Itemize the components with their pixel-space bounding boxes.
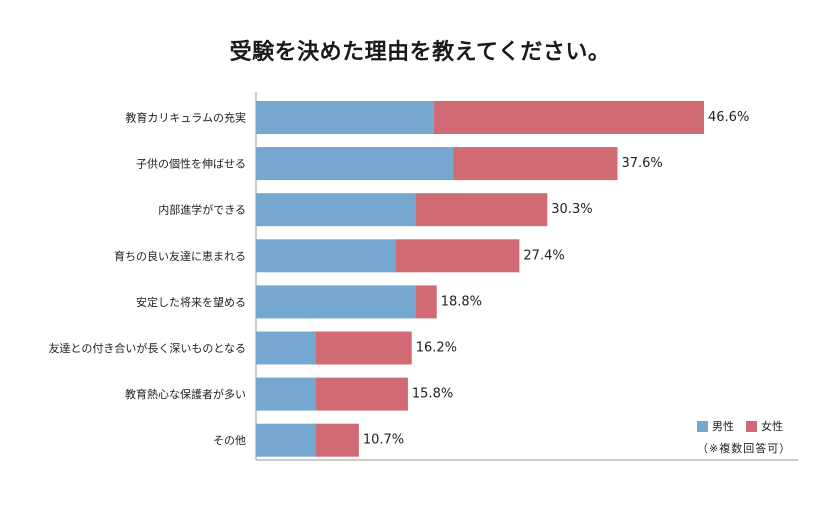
legend-label-female: 女性 — [761, 420, 783, 433]
category-label: その他 — [213, 434, 246, 447]
value-label: 27.4% — [523, 248, 564, 263]
bar-segment-male — [256, 285, 416, 319]
bar-segment-male — [256, 147, 454, 181]
bar-segment-male — [256, 193, 416, 227]
bar-segment-male — [256, 377, 316, 411]
category-label: 安定した将来を望める — [136, 295, 246, 309]
value-label: 10.7% — [363, 433, 404, 448]
legend-row: 男性 女性 — [697, 418, 807, 434]
value-label: 30.3% — [551, 202, 592, 217]
bar-segment-female — [415, 285, 437, 319]
value-label: 16.2% — [416, 341, 457, 356]
legend-swatch-female — [746, 420, 757, 432]
category-label: 育ちの良い友達に恵まれる — [114, 249, 246, 263]
category-label: 友達との付き合いが長く深いものとなる — [48, 341, 246, 355]
bar-segment-female — [315, 331, 412, 365]
bar-segment-male — [256, 101, 434, 134]
legend-item-male: 男性 — [697, 418, 734, 434]
chart-title: 受験を決めた理由を教えてください。 — [229, 40, 611, 65]
category-label: 教育カリキュラムの充実 — [125, 111, 246, 125]
legend-item-female: 女性 — [746, 418, 783, 434]
bars-group: 教育カリキュラムの充実 46.6% 子供の個性を伸ばせる 37.6% 内部進学ができる 3… — [48, 101, 749, 457]
bar-segment-female — [453, 147, 618, 181]
legend-note: （※複数回答可） — [697, 442, 792, 455]
bar-segment-male — [256, 423, 316, 457]
bar-segment-female — [395, 239, 520, 273]
value-label: 37.6% — [621, 156, 662, 171]
bar-segment-female — [433, 101, 704, 134]
category-label: 教育熱心な保護者が多い — [125, 387, 246, 401]
legend-swatch-male — [697, 420, 708, 432]
bar-segment-male — [256, 331, 316, 365]
value-label: 46.6% — [708, 110, 749, 125]
legend: 男性 女性 （※複数回答可） — [697, 418, 807, 456]
legend-label-male: 男性 — [712, 420, 734, 433]
value-label: 15.8% — [412, 387, 453, 402]
bar-segment-female — [315, 423, 359, 457]
category-label: 子供の個性を伸ばせる — [136, 157, 246, 171]
bar-segment-female — [415, 193, 548, 227]
bar-segment-female — [315, 377, 408, 411]
bar-segment-male — [256, 239, 396, 273]
category-label: 内部進学ができる — [158, 203, 246, 217]
value-label: 18.8% — [441, 294, 482, 309]
